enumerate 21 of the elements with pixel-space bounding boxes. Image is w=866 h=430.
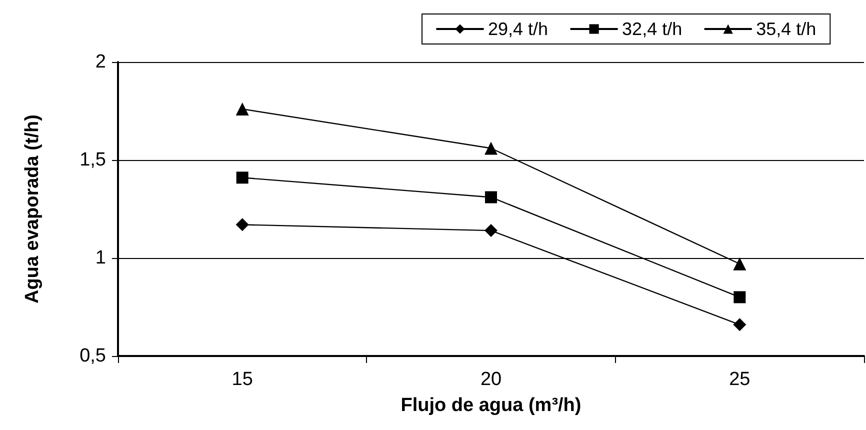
- point: [733, 318, 746, 332]
- legend-label: 29,4 t/h: [488, 19, 548, 39]
- x-tick-label: 15: [232, 369, 253, 390]
- x-tick-label: 25: [729, 369, 750, 390]
- x-tick-label: 20: [480, 369, 502, 390]
- x-axis-title: Flujo de agua (m³/h): [400, 395, 582, 416]
- point: [236, 172, 248, 184]
- point: [236, 102, 249, 116]
- y-tick-label: 2: [95, 52, 106, 72]
- point: [484, 142, 498, 155]
- point: [733, 257, 746, 270]
- point: [734, 291, 746, 304]
- y-tick-label: 1,5: [80, 150, 106, 170]
- point: [485, 191, 497, 204]
- legend-label: 35,4 t/h: [756, 19, 816, 39]
- y-tick-label: 0,5: [80, 346, 106, 366]
- legend-label: 32,4 t/h: [622, 19, 682, 39]
- point: [236, 218, 249, 232]
- y-axis-title: Agua evaporada (t/h): [22, 114, 43, 304]
- y-tick-label: 1: [95, 248, 106, 268]
- point: [484, 224, 498, 238]
